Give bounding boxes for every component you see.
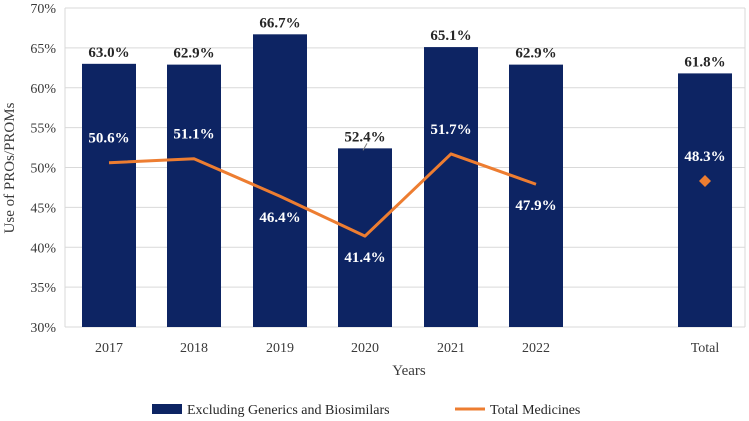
y-tick-label: 40% — [30, 241, 56, 256]
y-axis: 30% 35% 40% 45% 50% 55% 60% 65% 70% — [30, 2, 746, 336]
x-tick-label: Total — [691, 341, 720, 356]
legend: Excluding Generics and Biosimilars Total… — [152, 403, 580, 418]
line-value-label: 48.3% — [684, 149, 725, 165]
bar-value-label: 61.8% — [684, 54, 725, 70]
line-value-label: 41.4% — [344, 250, 385, 266]
x-tick-label: 2019 — [266, 341, 294, 356]
bar-value-label: 65.1% — [430, 28, 471, 44]
y-tick-label: 30% — [30, 321, 56, 336]
x-axis-title: Years — [392, 363, 426, 379]
y-tick-label: 60% — [30, 82, 56, 97]
line-value-label: 51.7% — [430, 122, 471, 138]
y-tick-label: 35% — [30, 281, 56, 296]
y-tick-label: 45% — [30, 201, 56, 216]
bar — [253, 34, 307, 327]
line-value-label: 46.4% — [259, 210, 300, 226]
bar — [509, 64, 563, 327]
y-axis-title: Use of PROs/PROMs — [2, 102, 18, 233]
x-tick-label: 2018 — [180, 341, 208, 356]
label-leader-line — [362, 143, 368, 151]
bar-series — [82, 34, 732, 328]
line-value-label: 50.6% — [88, 131, 129, 147]
bar-value-label: 62.9% — [173, 46, 214, 62]
bar — [338, 148, 392, 327]
y-tick-label: 70% — [30, 2, 56, 17]
bar-value-label: 66.7% — [259, 15, 300, 31]
y-tick-label: 50% — [30, 162, 56, 177]
legend-swatch-bars — [152, 404, 182, 414]
y-tick-label: 65% — [30, 42, 56, 57]
line-series — [108, 152, 711, 238]
bar-value-label: 63.0% — [88, 45, 129, 61]
x-tick-label: 2017 — [95, 341, 123, 356]
line-value-label: 51.1% — [173, 127, 214, 143]
line-path — [108, 152, 537, 238]
bar — [678, 73, 732, 328]
legend-label-bars: Excluding Generics and Biosimilars — [187, 403, 390, 418]
x-tick-label: 2021 — [437, 341, 465, 356]
x-axis: 2017 2018 2019 2020 2021 2022 Total — [95, 341, 719, 356]
bar-value-label: 62.9% — [515, 46, 556, 62]
legend-label-line: Total Medicines — [490, 403, 580, 418]
bar — [82, 63, 136, 327]
line-value-label: 47.9% — [515, 198, 556, 214]
bar-value-label: 52.4% — [344, 129, 385, 145]
x-tick-label: 2022 — [522, 341, 550, 356]
x-tick-label: 2020 — [351, 341, 379, 356]
bar — [167, 64, 221, 327]
total-diamond-marker — [699, 175, 711, 188]
y-tick-label: 55% — [30, 122, 56, 137]
data-labels: 63.0% 62.9% 66.7% 52.4% 65.1% 62.9% 61.8% 50.6%… — [88, 15, 725, 266]
bar — [424, 47, 478, 327]
